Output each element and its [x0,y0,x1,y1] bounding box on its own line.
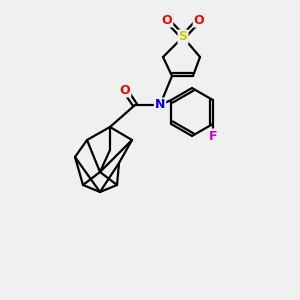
Text: O: O [194,14,204,26]
Text: O: O [120,83,130,97]
Text: F: F [208,130,217,142]
Text: S: S [178,31,188,44]
Text: O: O [162,14,172,26]
Text: N: N [155,98,165,112]
